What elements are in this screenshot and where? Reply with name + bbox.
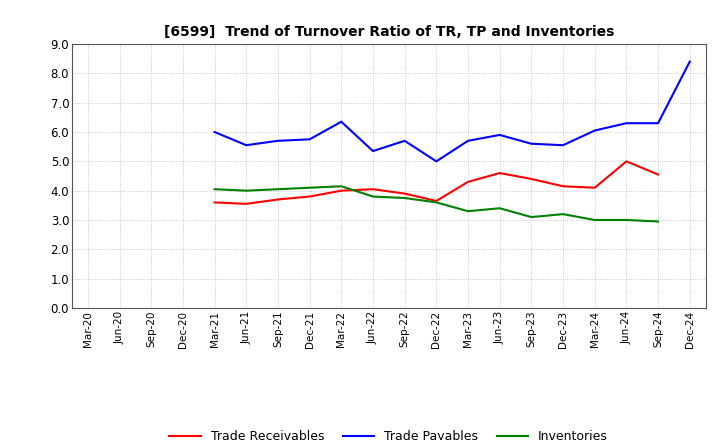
Legend: Trade Receivables, Trade Payables, Inventories: Trade Receivables, Trade Payables, Inven… [164, 425, 613, 440]
Trade Payables [242, 143, 251, 148]
Trade Payables [622, 121, 631, 126]
Inventories [527, 214, 536, 220]
Inventories [654, 219, 662, 224]
Inventories [274, 187, 282, 192]
Title: [6599]  Trend of Turnover Ratio of TR, TP and Inventories: [6599] Trend of Turnover Ratio of TR, TP… [163, 25, 614, 39]
Inventories [210, 187, 219, 192]
Trade Payables [654, 121, 662, 126]
Inventories [432, 200, 441, 205]
Trade Payables [685, 59, 694, 64]
Trade Payables [210, 129, 219, 135]
Trade Payables [337, 119, 346, 125]
Inventories [400, 195, 409, 201]
Trade Payables [527, 141, 536, 147]
Trade Payables [400, 138, 409, 143]
Trade Payables [274, 138, 282, 143]
Inventories [369, 194, 377, 199]
Trade Payables [495, 132, 504, 138]
Inventories [305, 185, 314, 191]
Trade Receivables [464, 179, 472, 184]
Trade Receivables [495, 170, 504, 176]
Line: Trade Receivables: Trade Receivables [215, 161, 658, 204]
Line: Inventories: Inventories [215, 186, 658, 221]
Trade Payables [559, 143, 567, 148]
Inventories [337, 183, 346, 189]
Trade Receivables [210, 200, 219, 205]
Trade Payables [464, 138, 472, 143]
Inventories [622, 217, 631, 223]
Inventories [559, 212, 567, 217]
Inventories [590, 217, 599, 223]
Trade Receivables [274, 197, 282, 202]
Trade Receivables [242, 201, 251, 206]
Trade Receivables [305, 194, 314, 199]
Trade Receivables [400, 191, 409, 196]
Trade Receivables [654, 172, 662, 177]
Trade Payables [432, 159, 441, 164]
Trade Receivables [432, 198, 441, 204]
Inventories [242, 188, 251, 193]
Trade Payables [305, 137, 314, 142]
Trade Payables [369, 148, 377, 154]
Trade Receivables [337, 188, 346, 193]
Trade Receivables [622, 159, 631, 164]
Trade Payables [590, 128, 599, 133]
Inventories [495, 205, 504, 211]
Trade Receivables [527, 176, 536, 182]
Line: Trade Payables: Trade Payables [215, 62, 690, 161]
Trade Receivables [369, 187, 377, 192]
Inventories [464, 209, 472, 214]
Trade Receivables [559, 183, 567, 189]
Trade Receivables [590, 185, 599, 191]
